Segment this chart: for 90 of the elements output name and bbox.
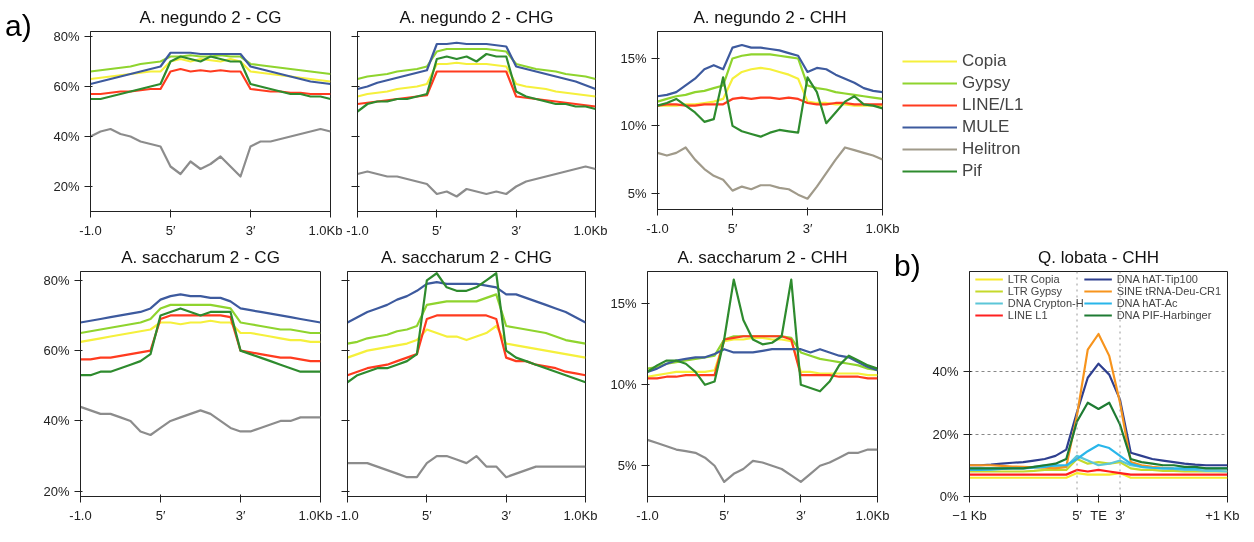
y-tick-label: 10% — [610, 377, 637, 393]
line-series — [90, 55, 331, 101]
line-series — [657, 43, 883, 98]
legend-label: LINE/L1 — [962, 95, 1024, 115]
legend-label: DNA Crypton-H — [1007, 297, 1084, 309]
y-tick-label: 20% — [932, 426, 959, 442]
x-tick-label: 5′ — [1072, 507, 1083, 523]
x-tick-label: 1.0Kb — [573, 222, 608, 238]
y-tick-label: 40% — [932, 364, 959, 379]
line-series — [657, 76, 883, 138]
line-series — [80, 314, 321, 363]
legend-label: Helitron — [962, 139, 1021, 159]
legend-label: DNA PIF-Harbinger — [1116, 309, 1212, 321]
chart-title: A. saccharum 2 - CHH — [677, 247, 848, 267]
line-series — [90, 54, 331, 76]
text: b) — [894, 248, 921, 284]
x-tick-label: 1.0Kb — [855, 507, 890, 523]
x-tick-label: 3′ — [501, 507, 512, 523]
y-tick-label: 15% — [610, 296, 637, 312]
x-tick-label: -1.0 — [636, 507, 659, 523]
chart-title: Q. lobata - CHH — [1038, 247, 1159, 267]
x-tick-label: 1.0Kb — [865, 220, 900, 236]
line-series — [657, 66, 883, 107]
x-tick-label: 1.0Kb — [298, 507, 333, 523]
x-tick-label: -1.0 — [346, 222, 369, 238]
line-series — [647, 278, 878, 393]
text: a) — [5, 8, 32, 44]
line-series — [657, 53, 883, 103]
x-tick-label: -1.0 — [79, 222, 102, 238]
legend-label: DNA hAT-Ac — [1116, 297, 1178, 309]
y-tick-label: 0% — [939, 489, 959, 504]
x-tick-label: 5′ — [165, 222, 176, 238]
chart-title: A. saccharum 2 - CG — [121, 247, 280, 267]
line-series — [80, 405, 321, 437]
x-tick-label: 1.0Kb — [563, 507, 598, 523]
x-tick-label: 5′ — [422, 507, 433, 523]
legend-label: Pif — [962, 161, 982, 181]
line-series — [647, 438, 878, 484]
y-tick-label: 40% — [43, 413, 70, 429]
y-tick-label: 10% — [620, 118, 647, 134]
x-tick-label: 3′ — [245, 222, 256, 238]
x-tick-label: 5′ — [155, 507, 166, 523]
x-tick-label: 3′ — [511, 222, 522, 238]
legend-label: Copia — [962, 51, 1007, 71]
legend-label: SINE tRNA-Deu-CR1 — [1116, 285, 1222, 297]
legend-label: MULE — [962, 117, 1010, 137]
chart-title: A. negundo 2 - CHH — [693, 7, 847, 27]
chart-title: A. negundo 2 - CHG — [399, 7, 554, 27]
x-tick-label: -1.0 — [69, 507, 92, 523]
legend-label: LINE L1 — [1007, 309, 1048, 321]
legend-label: LTR Copia — [1007, 273, 1060, 285]
y-tick-label: 60% — [53, 79, 80, 94]
line-series — [80, 293, 321, 324]
x-tick-label: 5′ — [432, 222, 443, 238]
line-series — [657, 146, 883, 200]
line-series — [80, 307, 321, 377]
x-tick-label: 3′ — [802, 220, 813, 236]
line-series — [90, 127, 331, 178]
legend-label: Gypsy — [962, 73, 1011, 93]
x-tick-label: 3′ — [796, 507, 807, 523]
x-tick-label: -1.0 — [646, 220, 669, 236]
y-tick-label: 60% — [43, 343, 70, 359]
y-tick-label: 5% — [627, 185, 647, 201]
line-series — [969, 401, 1228, 470]
x-tick-label: 5′ — [719, 507, 730, 523]
x-tick-label: 1.0Kb — [308, 222, 343, 238]
chart-title: A. saccharum 2 - CHG — [381, 247, 553, 267]
line-series — [90, 57, 331, 83]
x-tick-label: +1 Kb — [1205, 507, 1240, 523]
y-tick-label: 80% — [43, 272, 70, 288]
line-series — [80, 319, 321, 343]
y-tick-label: 5% — [617, 458, 637, 474]
y-tick-label: 20% — [43, 483, 70, 499]
y-tick-label: 15% — [620, 50, 647, 66]
line-series — [647, 348, 878, 373]
line-series — [80, 303, 321, 335]
x-tick-label: 3′ — [235, 507, 246, 523]
x-tick-label: −1 Kb — [952, 507, 987, 523]
chart-title: A. negundo 2 - CG — [139, 7, 282, 27]
line-series — [90, 67, 331, 96]
y-tick-label: 20% — [53, 179, 80, 194]
line-series — [90, 51, 331, 86]
y-tick-label: 40% — [53, 129, 80, 144]
x-tick-label: 3′ — [1115, 507, 1126, 523]
legend-label: LTR Gypsy — [1007, 285, 1063, 297]
x-tick-label: TE — [1090, 507, 1108, 523]
x-tick-label: -1.0 — [336, 507, 359, 523]
y-tick-label: 80% — [53, 29, 80, 44]
x-tick-label: 5′ — [727, 220, 738, 236]
legend-label: DNA hAT-Tip100 — [1116, 273, 1198, 285]
